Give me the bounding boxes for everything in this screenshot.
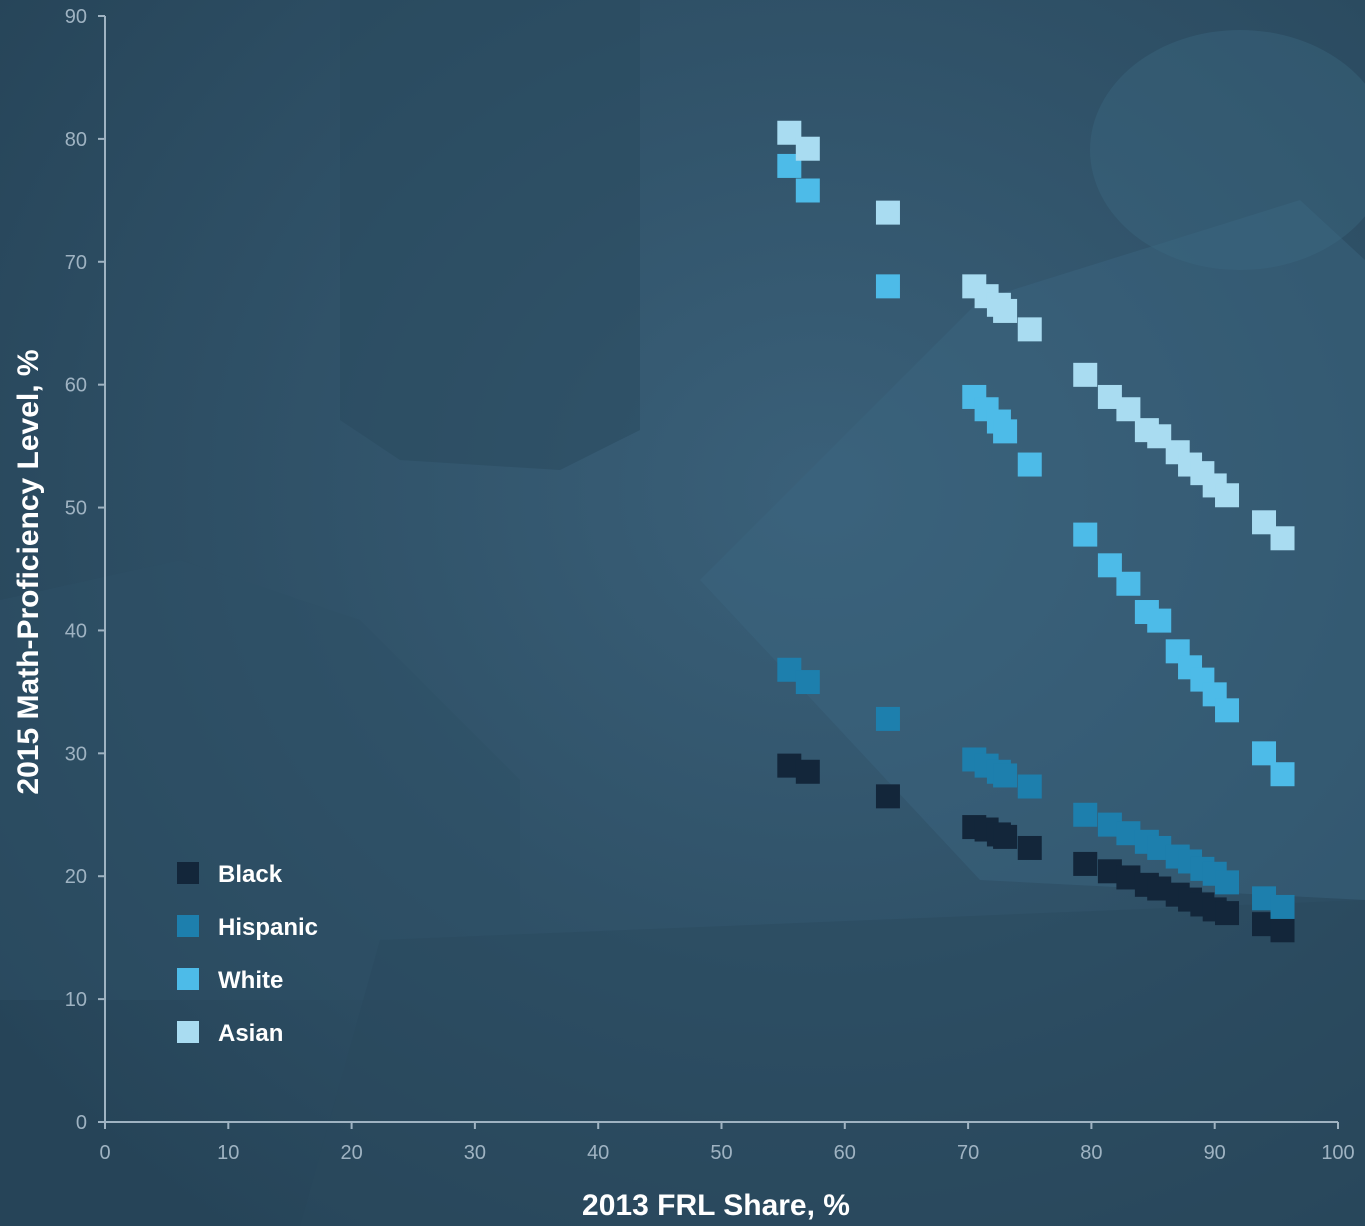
data-point bbox=[993, 299, 1017, 323]
x-tick-label: 80 bbox=[1080, 1142, 1102, 1164]
legend-swatch-asian bbox=[177, 1021, 199, 1043]
y-tick-label: 90 bbox=[65, 6, 87, 28]
legend-label-hispanic: Hispanic bbox=[218, 914, 318, 941]
data-point bbox=[1215, 870, 1239, 894]
y-tick-label: 80 bbox=[65, 129, 87, 151]
y-tick-label: 70 bbox=[65, 252, 87, 274]
data-point bbox=[1018, 775, 1042, 799]
data-point bbox=[1018, 453, 1042, 477]
y-tick-label: 50 bbox=[65, 498, 87, 520]
data-point bbox=[796, 670, 820, 694]
legend-label-white: White bbox=[218, 967, 283, 994]
x-tick-label: 10 bbox=[217, 1142, 239, 1164]
y-tick-label: 30 bbox=[65, 743, 87, 765]
data-point bbox=[1215, 901, 1239, 925]
y-axis-title: 2015 Math-Proficiency Level, % bbox=[12, 349, 45, 794]
x-tick-label: 30 bbox=[464, 1142, 486, 1164]
data-point bbox=[796, 179, 820, 203]
data-point bbox=[1018, 836, 1042, 860]
data-point bbox=[796, 760, 820, 784]
data-point bbox=[1116, 397, 1140, 421]
legend-swatch-hispanic bbox=[177, 915, 199, 937]
data-point bbox=[1271, 895, 1295, 919]
y-tick-label: 60 bbox=[65, 375, 87, 397]
legend-swatch-black bbox=[177, 862, 199, 884]
y-tick-label: 0 bbox=[76, 1112, 87, 1134]
data-point bbox=[1215, 483, 1239, 507]
data-point bbox=[1271, 918, 1295, 942]
data-point bbox=[993, 825, 1017, 849]
x-tick-label: 70 bbox=[957, 1142, 979, 1164]
data-point bbox=[1073, 363, 1097, 387]
x-tick-label: 50 bbox=[710, 1142, 732, 1164]
x-tick-label: 60 bbox=[834, 1142, 856, 1164]
legend-swatch-white bbox=[177, 968, 199, 990]
data-point bbox=[993, 763, 1017, 787]
y-tick-label: 40 bbox=[65, 620, 87, 642]
data-point bbox=[1073, 803, 1097, 827]
y-tick-label: 20 bbox=[65, 866, 87, 888]
data-point bbox=[1073, 523, 1097, 547]
data-point bbox=[1073, 852, 1097, 876]
data-point bbox=[876, 201, 900, 225]
data-point bbox=[876, 784, 900, 808]
y-tick-label: 10 bbox=[65, 989, 87, 1011]
x-tick-label: 20 bbox=[340, 1142, 362, 1164]
data-point bbox=[1116, 572, 1140, 596]
x-tick-label: 40 bbox=[587, 1142, 609, 1164]
legend-label-black: Black bbox=[218, 861, 283, 888]
x-tick-label: 0 bbox=[99, 1142, 110, 1164]
x-tick-label: 100 bbox=[1321, 1142, 1354, 1164]
data-point bbox=[876, 707, 900, 731]
data-point bbox=[993, 419, 1017, 443]
x-tick-label: 90 bbox=[1204, 1142, 1226, 1164]
legend-label-asian: Asian bbox=[218, 1020, 283, 1047]
data-point bbox=[1271, 526, 1295, 550]
data-point bbox=[1271, 762, 1295, 786]
data-point bbox=[1215, 698, 1239, 722]
data-point bbox=[1252, 741, 1276, 765]
data-point bbox=[796, 137, 820, 161]
data-point bbox=[1147, 609, 1171, 633]
data-point bbox=[1018, 317, 1042, 341]
data-point bbox=[876, 274, 900, 298]
x-axis-title: 2013 FRL Share, % bbox=[582, 1189, 850, 1222]
